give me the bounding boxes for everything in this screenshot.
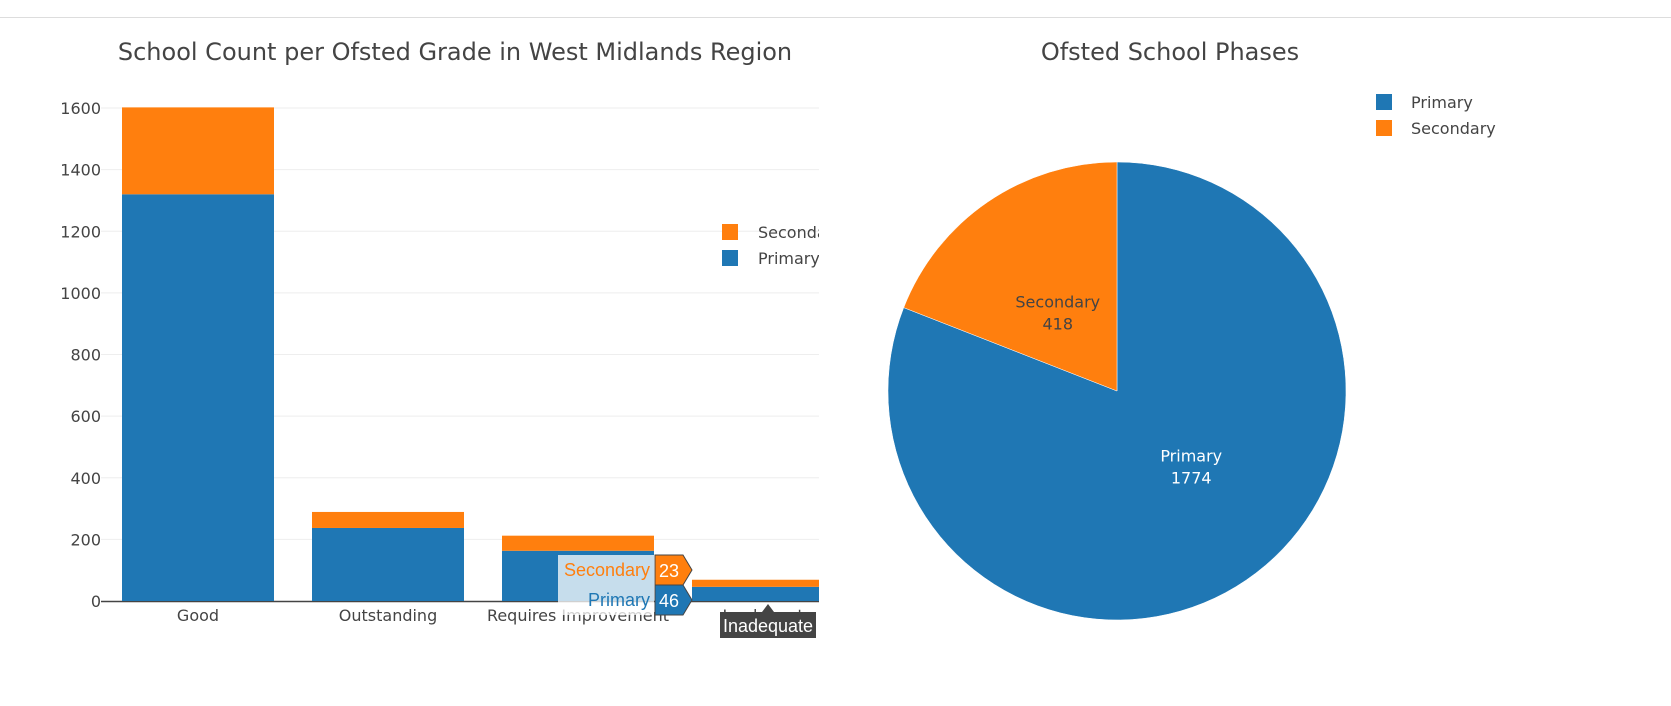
pie-slice-value: 1774 — [1171, 468, 1212, 487]
pie-slice-label: Primary — [1160, 446, 1222, 465]
y-tick-label: 800 — [70, 346, 101, 365]
hover-value-box — [654, 554, 693, 586]
x-tick-label: Outstanding — [339, 606, 437, 625]
pie-chart-title: Ofsted School Phases — [1041, 38, 1299, 66]
y-tick-label: 200 — [70, 530, 101, 549]
x-tick-label: Good — [177, 606, 219, 625]
bar-secondary-outstanding[interactable] — [312, 511, 464, 528]
pie-legend[interactable]: Primary Secondary — [1376, 93, 1496, 138]
pie-slices: Primary 1774 Secondary 418 — [887, 161, 1347, 621]
y-tick-label: 400 — [70, 469, 101, 488]
y-tick-label: 1000 — [60, 284, 101, 303]
bar-chart-title: School Count per Ofsted Grade in West Mi… — [118, 38, 792, 66]
top-divider — [0, 17, 1671, 18]
y-tick-label: 600 — [70, 407, 101, 426]
y-tick-label: 1400 — [60, 161, 101, 180]
hover-name-box — [558, 555, 654, 585]
bar-legend[interactable]: Secondary Primary — [722, 223, 843, 268]
hover-series-label: Secondary — [564, 560, 650, 580]
bar-secondary-requires-improvement[interactable] — [502, 535, 654, 551]
y-tick-label: 1600 — [60, 99, 101, 118]
bar-y-axis: 0 200 400 600 800 1000 1200 1400 1600 — [60, 99, 819, 611]
bar-primary-inadequate[interactable] — [692, 586, 844, 601]
pie-slice-secondary[interactable] — [903, 161, 1118, 392]
legend-swatch[interactable] — [722, 224, 738, 240]
hover-value-label: 23 — [659, 561, 679, 581]
hover-category-box — [720, 604, 816, 638]
hover-name-box — [558, 585, 654, 615]
hover-series-label: Primary — [588, 590, 650, 610]
bar-primary-good[interactable] — [122, 194, 274, 601]
y-tick-label: 1200 — [60, 222, 101, 241]
legend-label[interactable]: Primary — [1411, 93, 1473, 112]
pie-slice-label: Secondary — [1015, 293, 1100, 312]
legend-swatch[interactable] — [1376, 94, 1392, 110]
bar-chart: School Count per Ofsted Grade in West Mi… — [60, 38, 844, 638]
legend-label[interactable]: Primary — [758, 249, 820, 268]
legend-swatch[interactable] — [722, 250, 738, 266]
legend-label[interactable]: Secondary — [758, 223, 843, 242]
bar-primary-outstanding[interactable] — [312, 527, 464, 601]
pie-slice-value: 418 — [1042, 315, 1073, 334]
y-tick-label: 0 — [91, 592, 101, 611]
pie-slice-primary[interactable] — [887, 161, 1347, 621]
hover-category-label: Inadequate — [723, 616, 813, 636]
legend-swatch[interactable] — [1376, 120, 1392, 136]
bar-secondary-good[interactable] — [122, 107, 274, 195]
legend-label[interactable]: Secondary — [1411, 119, 1496, 138]
bar-secondary-inadequate[interactable] — [692, 579, 844, 587]
bar-hover-tooltip: Secondary 23 Primary 46 Inadequate — [558, 554, 816, 638]
hover-value-box — [654, 584, 693, 616]
hover-value-label: 46 — [659, 591, 679, 611]
